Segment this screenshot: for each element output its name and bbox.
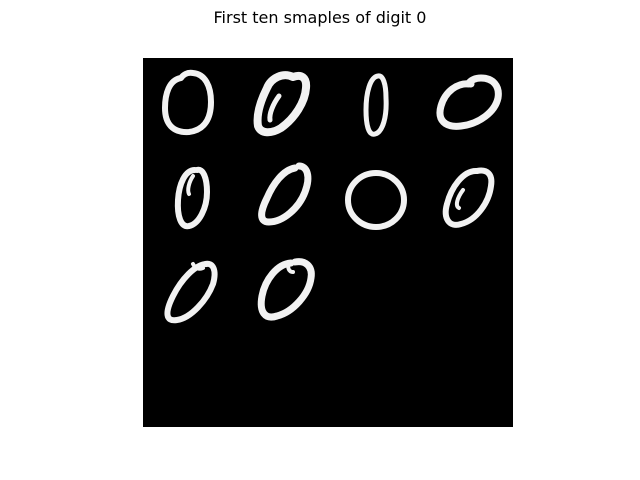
digit-sample-9 [164, 260, 218, 324]
digit-sample-6 [258, 162, 312, 226]
digit-image-grid [143, 58, 513, 427]
digit-sample-8 [442, 167, 495, 228]
digit-sample-10 [257, 258, 315, 321]
digit-sample-4 [436, 74, 502, 130]
digit-sample-5 [174, 166, 210, 230]
digit-sample-7 [345, 170, 407, 230]
digit-sample-3 [363, 73, 389, 137]
figure-title: First ten smaples of digit 0 [213, 8, 427, 27]
digit-sample-1 [162, 69, 214, 136]
digit-sample-2 [253, 71, 311, 137]
grid-background [143, 58, 513, 427]
